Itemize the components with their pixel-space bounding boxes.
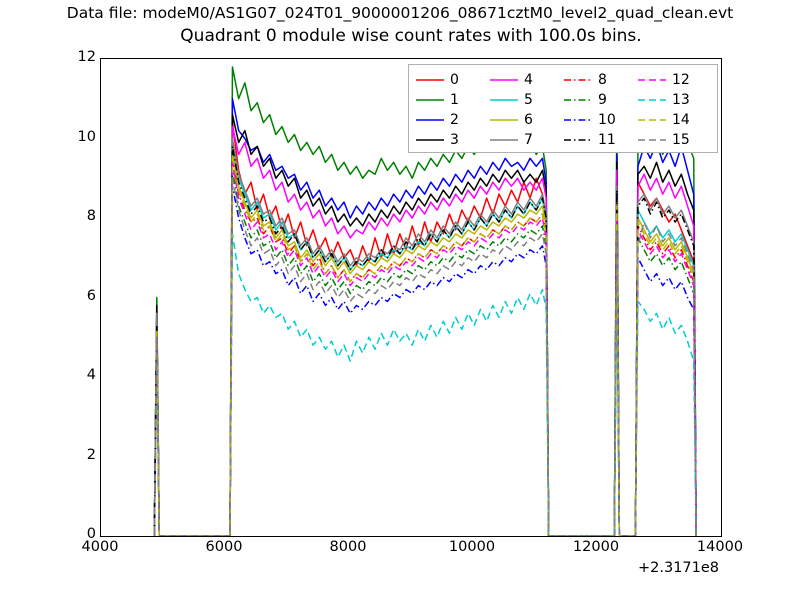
legend-line-swatch-icon: [489, 95, 519, 105]
x-tick-label: 14000: [696, 539, 744, 555]
legend-line-swatch-icon: [563, 95, 593, 105]
legend-line-swatch-icon: [489, 135, 519, 145]
legend-box: 0 4 8 12 1 5 9 13 2 6 10 14 3 7 11 15: [408, 64, 718, 153]
legend-line-swatch-icon: [415, 95, 445, 105]
legend-entries: 0 4 8 12 1 5 9 13 2 6 10 14 3 7 11 15: [415, 70, 711, 150]
series-line-8: [153, 157, 697, 536]
y-tick-label: 4: [86, 367, 96, 383]
legend-entry-7[interactable]: 7: [489, 133, 563, 147]
legend-line-swatch-icon: [637, 115, 667, 125]
legend-line-swatch-icon: [637, 135, 667, 145]
legend-label: 4: [524, 72, 533, 88]
legend-line-swatch-icon: [489, 75, 519, 85]
legend-line-swatch-icon: [415, 135, 445, 145]
series-line-6: [153, 149, 697, 536]
figure-suptitle: Data file: modeM0/AS1G07_024T01_90000012…: [66, 4, 734, 22]
legend-line-swatch-icon: [415, 115, 445, 125]
series-line-3: [153, 113, 697, 536]
legend-entry-4[interactable]: 4: [489, 73, 563, 87]
legend-entry-1[interactable]: 1: [415, 93, 489, 107]
legend-line-swatch-icon: [563, 75, 593, 85]
y-tick-label: 2: [86, 446, 96, 463]
legend-label: 14: [672, 112, 690, 128]
legend-entry-15[interactable]: 15: [637, 133, 711, 147]
legend-entry-11[interactable]: 11: [563, 133, 637, 147]
series-line-12: [153, 161, 697, 536]
legend-label: 6: [524, 112, 533, 128]
x-tick-label: 10000: [448, 539, 496, 555]
legend-label: 8: [598, 72, 607, 88]
legend-entry-14[interactable]: 14: [637, 113, 711, 127]
x-axis-offset-text: +2.3171e8: [638, 560, 720, 576]
legend-entry-6[interactable]: 6: [489, 113, 563, 127]
legend-line-swatch-icon: [637, 75, 667, 85]
series-line-1: [153, 66, 697, 536]
series-line-11: [153, 145, 697, 536]
legend-entry-8[interactable]: 8: [563, 73, 637, 87]
series-line-10: [153, 185, 697, 536]
legend-entry-3[interactable]: 3: [415, 133, 489, 147]
x-tick-label: 6000: [205, 539, 243, 555]
legend-label: 1: [450, 92, 459, 108]
legend-label: 9: [598, 92, 607, 108]
legend-line-swatch-icon: [637, 95, 667, 105]
legend-entry-9[interactable]: 9: [563, 93, 637, 107]
series-line-13: [153, 233, 697, 536]
legend-label: 11: [598, 132, 616, 148]
legend-label: 15: [672, 132, 690, 148]
legend-label: 0: [450, 72, 459, 88]
legend-label: 2: [450, 112, 459, 128]
x-tick-label: 12000: [572, 539, 620, 555]
series-line-2: [153, 98, 697, 536]
y-tick-label: 6: [86, 287, 96, 304]
series-line-4: [153, 125, 697, 536]
legend-label: 13: [672, 92, 690, 108]
y-tick-label: 8: [86, 208, 96, 224]
x-tick-label: 8000: [329, 539, 367, 555]
legend-label: 7: [524, 132, 533, 148]
legend-line-swatch-icon: [563, 135, 593, 145]
series-line-14: [153, 153, 697, 536]
legend-entry-12[interactable]: 12: [637, 73, 711, 87]
legend-entry-13[interactable]: 13: [637, 93, 711, 107]
legend-entry-0[interactable]: 0: [415, 73, 489, 87]
legend-line-swatch-icon: [415, 75, 445, 85]
axes-title: Quadrant 0 module wise count rates with …: [180, 26, 642, 46]
legend-line-swatch-icon: [563, 115, 593, 125]
legend-label: 3: [450, 132, 459, 148]
legend-label: 12: [672, 72, 690, 88]
y-tick-label: 0: [86, 526, 96, 542]
series-line-0: [153, 121, 697, 536]
y-tick-label: 10: [77, 128, 96, 145]
data-lines-svg: [153, 66, 697, 536]
legend-label: 5: [524, 92, 533, 108]
x-tick-label: 4000: [81, 539, 119, 555]
y-tick-label: 12: [77, 49, 96, 65]
legend-label: 10: [598, 112, 616, 128]
legend-line-swatch-icon: [489, 115, 519, 125]
series-line-7: [153, 137, 697, 536]
legend-entry-2[interactable]: 2: [415, 113, 489, 127]
legend-entry-10[interactable]: 10: [563, 113, 637, 127]
legend-entry-5[interactable]: 5: [489, 93, 563, 107]
